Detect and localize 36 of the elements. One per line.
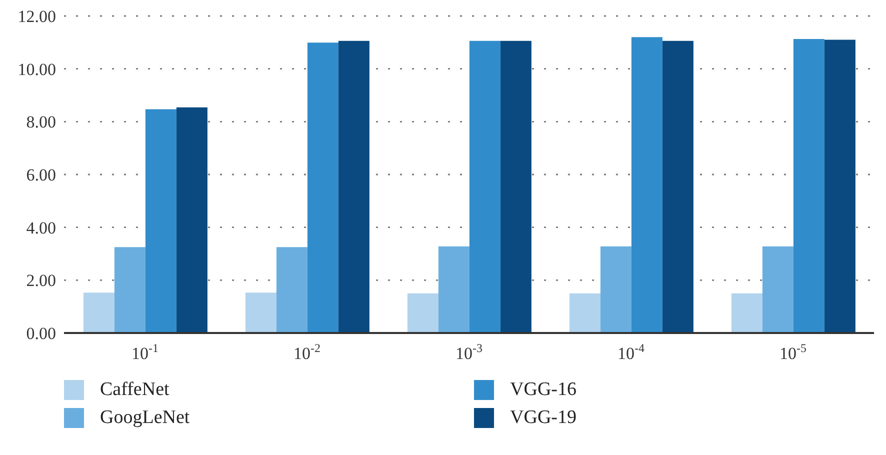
legend-label: CaffeNet — [100, 379, 170, 401]
bar — [407, 293, 438, 333]
bar — [762, 246, 794, 333]
bar — [307, 42, 338, 333]
bar — [500, 40, 532, 333]
y-tick-label: 4.00 — [26, 218, 56, 238]
y-tick-label: 6.00 — [26, 166, 56, 185]
bar — [569, 293, 600, 333]
bar — [631, 37, 662, 333]
x-tick-label: 10$^{-2}$ — [294, 341, 321, 363]
bar — [438, 246, 470, 333]
bar — [824, 40, 856, 333]
bar — [793, 38, 824, 333]
bar — [469, 40, 500, 333]
y-tick-label: 0.00 — [26, 324, 56, 344]
legend-label: VGG-19 — [510, 407, 576, 429]
y-tick-label: 8.00 — [26, 112, 56, 132]
y-tick-label: 12.00 — [18, 7, 56, 26]
legend-label: VGG-16 — [510, 379, 576, 401]
y-tick-label: 10.00 — [18, 60, 56, 79]
bar — [600, 246, 632, 333]
bar — [662, 40, 694, 333]
bar — [176, 107, 208, 333]
legend-label: GoogLeNet — [100, 407, 190, 429]
bar — [731, 293, 762, 333]
bar — [338, 40, 370, 333]
bar — [245, 292, 276, 333]
x-tick-label: 10$^{-4}$ — [618, 341, 645, 363]
x-tick-label: 10$^{-1}$ — [132, 341, 159, 363]
bar — [114, 247, 146, 333]
x-tick-label: 10$^{-5}$ — [780, 341, 807, 363]
bar — [276, 247, 308, 333]
y-tick-label: 2.00 — [26, 271, 56, 290]
bar — [83, 292, 114, 333]
bar — [145, 109, 176, 333]
x-tick-label: 10$^{-3}$ — [456, 341, 483, 363]
